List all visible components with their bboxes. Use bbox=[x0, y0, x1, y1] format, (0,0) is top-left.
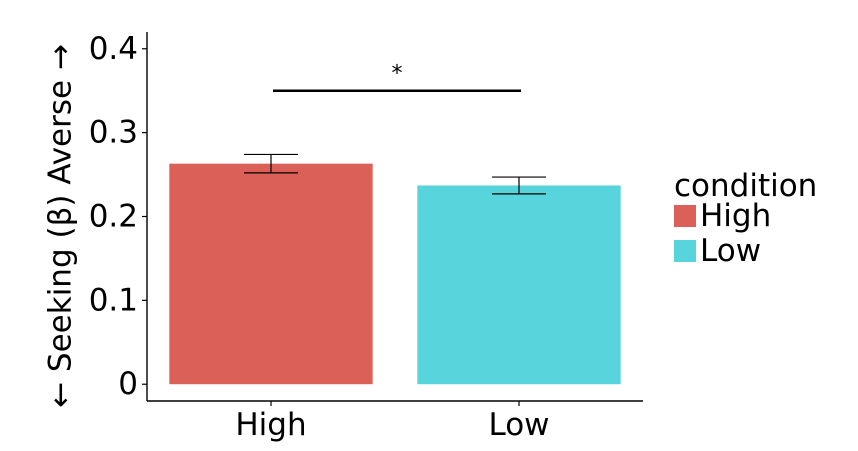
error-bar-high bbox=[244, 153, 298, 174]
y-tick-label: 0.2 bbox=[89, 199, 138, 235]
bars-layer bbox=[169, 163, 621, 385]
x-tick-label: Low bbox=[488, 407, 549, 443]
y-tick-label: 0.1 bbox=[89, 282, 138, 318]
x-tick-label: High bbox=[235, 407, 306, 443]
legend-label: Low bbox=[700, 233, 761, 269]
significance-layer: * bbox=[273, 62, 521, 92]
legend-title: condition bbox=[674, 168, 817, 204]
y-tick-label: 0.3 bbox=[89, 115, 138, 151]
legend-swatch bbox=[674, 205, 696, 227]
ticks-layer: 0 0.1 0.2 0.3 0.4 High Low bbox=[89, 31, 550, 443]
error-bars-layer bbox=[244, 153, 546, 195]
significance-label: * bbox=[392, 62, 403, 87]
legend-label: High bbox=[700, 198, 771, 234]
legend-swatch bbox=[674, 240, 696, 262]
y-tick-label: 0.4 bbox=[89, 31, 138, 67]
y-tick-label: 0 bbox=[118, 366, 138, 402]
error-bar-low bbox=[492, 176, 546, 195]
y-axis-title: ← Seeking (β) Averse → bbox=[43, 44, 79, 408]
bar-low bbox=[417, 185, 621, 385]
bar-high bbox=[169, 163, 373, 385]
